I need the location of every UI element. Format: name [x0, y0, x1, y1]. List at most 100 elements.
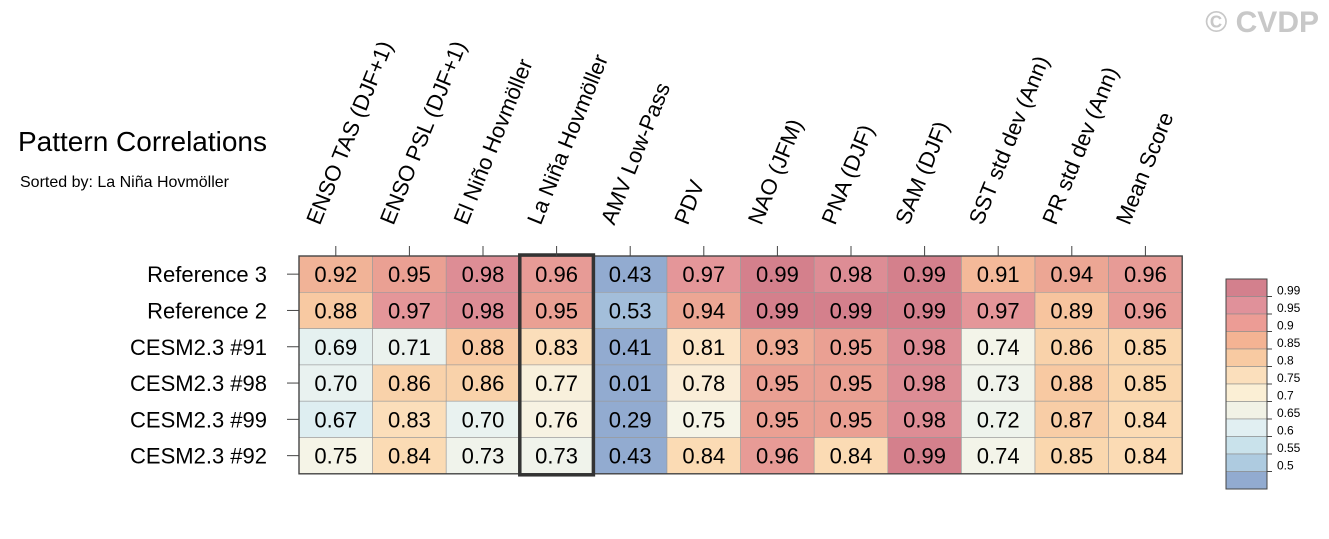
heatmap-cell: [887, 437, 962, 475]
heatmap-cell: [593, 437, 668, 475]
cell-value-label: 0.69: [314, 335, 357, 360]
colorbar-segment: [1225, 278, 1268, 297]
column-label: PDV: [669, 176, 709, 228]
cell-value-label: 0.73: [462, 444, 505, 469]
cell-value-label: 0.73: [977, 371, 1020, 396]
cell-value-label: 0.85: [1050, 444, 1093, 469]
heatmap-cell: [519, 328, 594, 366]
heatmap-cell: [740, 328, 815, 366]
cell-value-label: 0.43: [609, 444, 652, 469]
heatmap-cell: [298, 291, 373, 329]
cell-value-label: 0.98: [462, 262, 505, 287]
heatmap-cell: [740, 364, 815, 402]
column-label: El Niño Hovmöller: [448, 55, 537, 228]
colorbar-segment: [1225, 313, 1268, 332]
heatmap-cell: [666, 437, 741, 475]
colorbar-segment: [1225, 453, 1268, 472]
cell-value-label: 0.94: [682, 298, 725, 323]
chart-subtitle: Sorted by: La Niña Hovmöller: [20, 174, 229, 191]
heatmap-cell: [1034, 400, 1109, 438]
cell-value-label: 0.74: [977, 444, 1020, 469]
colorbar-label: 0.95: [1277, 301, 1301, 315]
row-label: CESM2.3 #92: [130, 444, 267, 469]
heatmap-cell: [887, 291, 962, 329]
colorbar-label: 0.85: [1277, 336, 1301, 350]
heatmap-cell: [666, 364, 741, 402]
cell-value-label: 0.67: [314, 407, 357, 432]
heatmap-cell: [519, 437, 594, 475]
cell-value-label: 0.71: [388, 335, 431, 360]
cell-value-label: 0.95: [756, 407, 799, 432]
cell-value-label: 0.99: [756, 298, 799, 323]
heatmap-cell: [740, 291, 815, 329]
colorbar-label: 0.8: [1277, 354, 1294, 368]
colorbar-segment: [1225, 471, 1268, 490]
cell-value-label: 0.95: [756, 371, 799, 396]
heatmap-cell: [887, 328, 962, 366]
cell-value-label: 0.92: [314, 262, 357, 287]
heatmap-cell: [298, 364, 373, 402]
heatmap-cell: [813, 255, 889, 293]
cell-value-label: 0.95: [388, 262, 431, 287]
cell-value-label: 0.88: [1050, 371, 1093, 396]
cell-value-label: 0.86: [388, 371, 431, 396]
colorbar-segment: [1225, 348, 1268, 367]
heatmap-cell: [298, 437, 373, 475]
cell-value-label: 0.75: [314, 444, 357, 469]
colorbar-label: 0.6: [1277, 424, 1294, 438]
column-label: PR std dev (Ann): [1037, 63, 1123, 228]
colorbar-segment: [1225, 331, 1268, 350]
heatmap-cell: [593, 364, 668, 402]
heatmap-cell: [372, 437, 447, 475]
cell-value-label: 0.91: [977, 262, 1020, 287]
cell-value-label: 0.99: [756, 262, 799, 287]
row-label: CESM2.3 #99: [130, 407, 267, 432]
row-label: CESM2.3 #98: [130, 371, 267, 396]
row-label: Reference 3: [147, 262, 267, 287]
heatmap-cell: [961, 364, 1036, 402]
cell-value-label: 0.41: [609, 335, 652, 360]
cell-value-label: 0.84: [1124, 407, 1167, 432]
heatmap-cell: [666, 328, 741, 366]
cell-value-label: 0.86: [462, 371, 505, 396]
cell-value-label: 0.96: [756, 444, 799, 469]
cell-value-label: 0.01: [609, 371, 652, 396]
cell-value-label: 0.96: [1124, 262, 1167, 287]
cell-value-label: 0.83: [388, 407, 431, 432]
colorbar-segment: [1225, 296, 1268, 315]
colorbar-segment: [1225, 366, 1268, 385]
cell-value-label: 0.86: [1050, 335, 1093, 360]
cell-value-label: 0.29: [609, 407, 652, 432]
watermark: © CVDP: [1205, 6, 1319, 39]
colorbar-label: 0.55: [1277, 441, 1301, 455]
cell-value-label: 0.95: [830, 335, 873, 360]
cell-value-label: 0.89: [1050, 298, 1093, 323]
cell-value-label: 0.96: [1124, 298, 1167, 323]
colorbar-label: 0.7: [1277, 389, 1294, 403]
column-label: SST std dev (Ann): [964, 52, 1054, 228]
cell-value-label: 0.84: [830, 444, 873, 469]
cell-value-label: 0.53: [609, 298, 652, 323]
cell-value-label: 0.97: [977, 298, 1020, 323]
cell-value-label: 0.98: [903, 335, 946, 360]
cell-value-label: 0.70: [462, 407, 505, 432]
cell-value-label: 0.97: [682, 262, 725, 287]
cell-value-label: 0.84: [682, 444, 725, 469]
column-label: La Niña Hovmöller: [522, 51, 613, 228]
cell-value-label: 0.85: [1124, 371, 1167, 396]
cell-value-label: 0.77: [535, 371, 578, 396]
heatmap-cell: [1034, 437, 1109, 475]
colorbar-label: 0.9: [1277, 319, 1294, 333]
cell-value-label: 0.99: [903, 444, 946, 469]
column-label: AMV Low-Pass: [596, 79, 676, 228]
heatmap-cell: [519, 400, 594, 438]
column-label: Mean Score: [1111, 109, 1179, 228]
column-label: PNA (DJF): [816, 121, 879, 228]
cell-value-label: 0.78: [682, 371, 725, 396]
cell-value-label: 0.73: [535, 444, 578, 469]
cell-value-label: 0.81: [682, 335, 725, 360]
colorbar-label: 0.5: [1277, 459, 1294, 473]
heatmap-cell: [961, 400, 1036, 438]
cell-value-label: 0.96: [535, 262, 578, 287]
